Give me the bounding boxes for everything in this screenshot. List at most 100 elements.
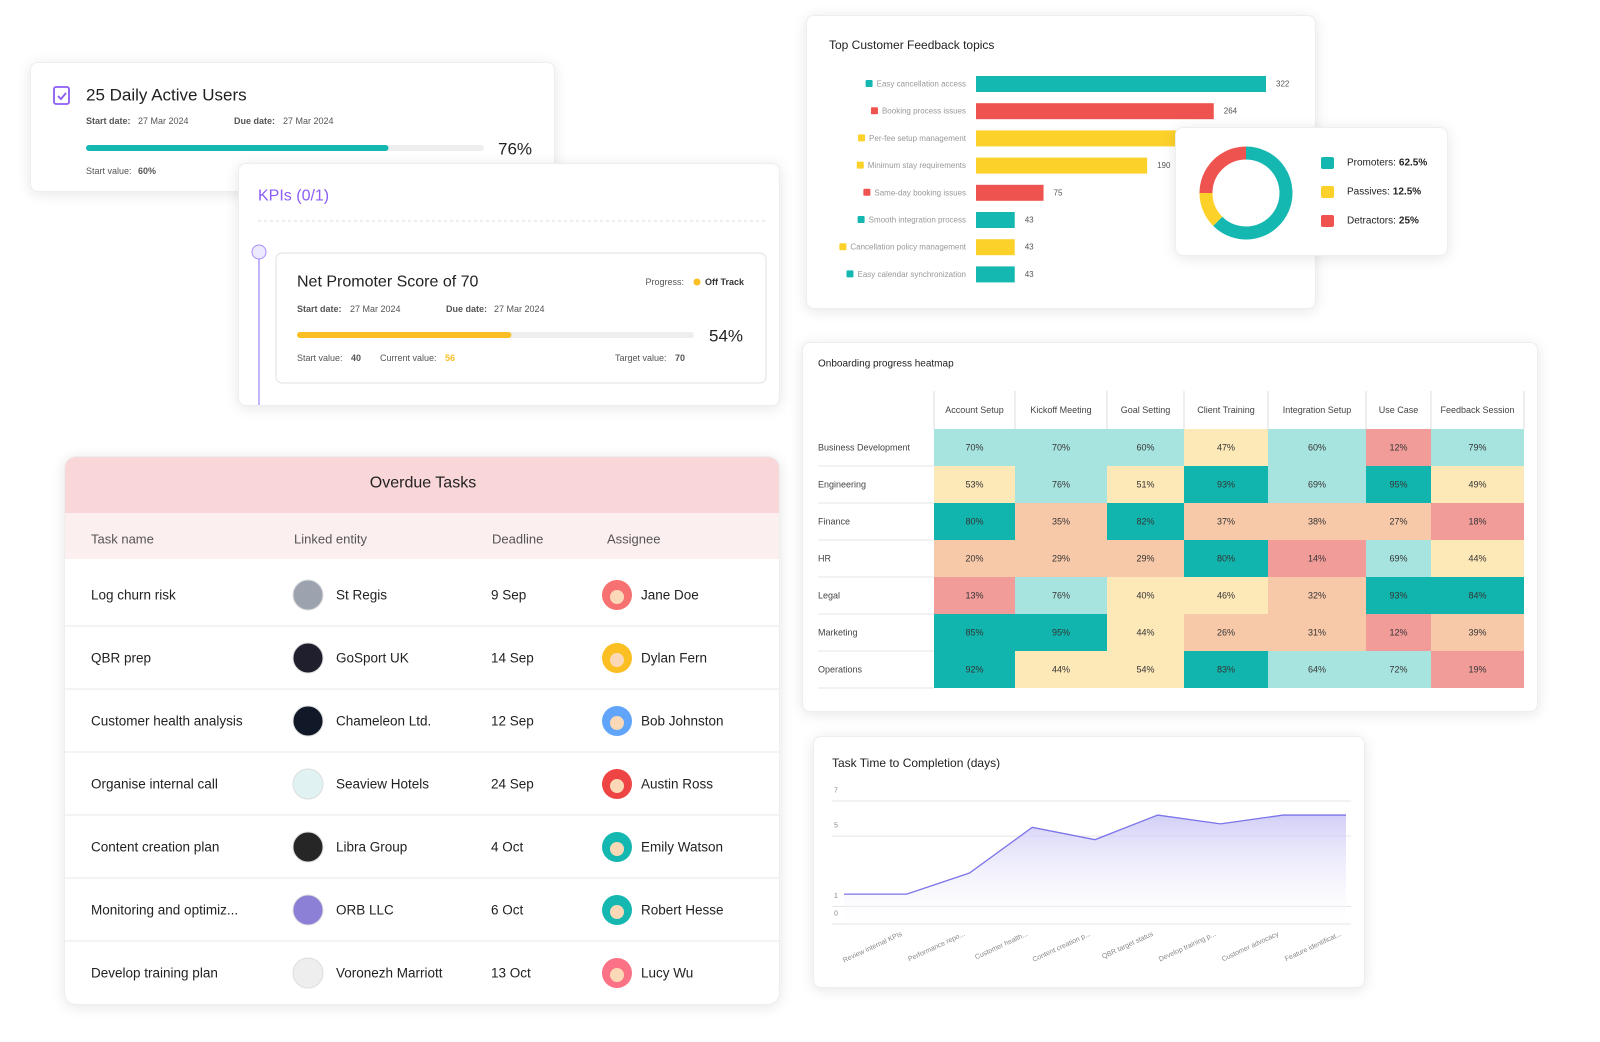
heat-cell <box>1366 466 1431 503</box>
entity-logo <box>292 705 324 737</box>
bar-value: 190 <box>1157 161 1171 170</box>
cell-label: 80% <box>1217 554 1235 564</box>
donut-slice <box>1213 146 1293 240</box>
heat-cell <box>1431 429 1524 466</box>
bar-icon <box>865 80 873 87</box>
heat-cell <box>1366 540 1431 577</box>
cell-label: 60% <box>1308 443 1326 453</box>
heat-cell <box>1431 466 1524 503</box>
heat-cell <box>1107 614 1184 651</box>
bar <box>976 212 1015 228</box>
table-cell: Develop training plan <box>91 966 218 981</box>
column-header: Task name <box>91 532 154 547</box>
table-cell: Content creation plan <box>91 840 219 855</box>
x-tick-label: QBR target status <box>1101 931 1155 961</box>
table-cell: Monitoring and optimiz... <box>91 903 238 918</box>
target-value: 70 <box>675 353 685 363</box>
cell-label: 53% <box>965 480 983 490</box>
cell-label: 13% <box>965 591 983 601</box>
kpi-group-canvas: KPIs (0/1) Net Promoter Score of 70 Progre… <box>251 188 767 405</box>
heat-cell <box>1431 614 1524 651</box>
heat-cell <box>1184 614 1268 651</box>
heat-cell <box>1366 614 1431 651</box>
bar-label: Smooth integration process <box>869 216 966 225</box>
table-cell: Organise internal call <box>91 777 218 792</box>
heat-cell <box>934 577 1015 614</box>
x-tick-label: Customer advocacy <box>1221 931 1280 964</box>
cell-label: 85% <box>965 628 983 638</box>
cell-label: 47% <box>1217 443 1235 453</box>
line-chart: Task Time to Completion (days) 0 1 5 7 Review… <box>832 756 1351 964</box>
start-value: 60% <box>138 166 156 176</box>
table: Overdue Tasks Task name Linked entity Deadl… <box>65 457 779 989</box>
donut-slice <box>1199 192 1223 226</box>
heat-cell <box>1184 429 1268 466</box>
x-tick-label: Performance repo... <box>907 931 966 964</box>
cell-label: 79% <box>1468 443 1486 453</box>
column-label: Feedback Session <box>1440 405 1514 415</box>
cell-label: 49% <box>1468 480 1486 490</box>
legend-swatch <box>1321 186 1334 198</box>
chart-title: Top Customer Feedback topics <box>829 38 994 52</box>
entity-logo <box>292 831 324 863</box>
table-header-bar <box>65 513 779 559</box>
heat-cell <box>1184 503 1268 540</box>
kpi-card-canvas: 25 Daily Active Users Start date: 27 Mar 2… <box>53 86 532 176</box>
x-tick-label: Develop training p... <box>1158 931 1217 964</box>
assignee-face <box>610 653 624 667</box>
feedback-chart: Top Customer Feedback topics Easy cancell… <box>829 38 1290 283</box>
cell-label: 38% <box>1308 517 1326 527</box>
row-label: HR <box>818 554 831 564</box>
column-label: Integration Setup <box>1283 405 1352 415</box>
heat-cell <box>934 429 1015 466</box>
row-label: Legal <box>818 591 840 601</box>
start-value: 40 <box>351 353 361 363</box>
heat-cell <box>1431 540 1524 577</box>
cell-label: 70% <box>1052 443 1070 453</box>
bar <box>976 157 1148 174</box>
bar-value: 43 <box>1025 243 1034 252</box>
cell-label: 37% <box>1217 517 1235 527</box>
heat-cell <box>1268 503 1366 540</box>
cell-label: 20% <box>965 554 983 564</box>
cell-label: 18% <box>1468 517 1486 527</box>
table-card: Overdue Tasks Task name Linked entity Deadl… <box>64 456 780 1005</box>
donut-chart: Promoters: 62.5% Passives: 12.5% Detractors:… <box>1199 146 1427 240</box>
bar <box>976 266 1015 283</box>
table-cell: 9 Sep <box>491 588 526 603</box>
table-cell: Emily Watson <box>641 840 723 855</box>
heat-cell <box>1015 429 1107 466</box>
heat-cell <box>1107 429 1184 466</box>
cell-label: 93% <box>1217 480 1235 490</box>
heat-cell <box>1268 429 1366 466</box>
table-title: Overdue Tasks <box>370 475 476 492</box>
cell-label: 27% <box>1389 517 1407 527</box>
cell-label: 76% <box>1052 591 1070 601</box>
bar-label: Cancellation policy management <box>850 243 966 252</box>
cell-label: 76% <box>1052 480 1070 490</box>
status-dot <box>693 278 701 286</box>
target-icon <box>251 244 267 260</box>
heatmap-chart: Onboarding progress heatmap Account Setup… <box>818 359 1525 689</box>
table-cell: Libra Group <box>336 840 407 855</box>
heatmap-card: Onboarding progress heatmap Account Setup… <box>802 342 1538 712</box>
table-cell: 14 Sep <box>491 651 534 666</box>
heat-cell <box>1015 540 1107 577</box>
kpi-box <box>275 252 767 384</box>
assignee-face <box>610 905 624 919</box>
donut-slice <box>1199 146 1247 194</box>
line-area <box>844 815 1346 924</box>
table-cell: 12 Sep <box>491 714 534 729</box>
column-header: Assignee <box>607 532 660 547</box>
cell-label: 51% <box>1136 480 1154 490</box>
start-value-label: Start value: <box>297 353 343 363</box>
column-label: Kickoff Meeting <box>1030 405 1091 415</box>
line <box>844 814 1346 895</box>
table-cell: Customer health analysis <box>91 714 243 729</box>
start-date-label: Start date: <box>86 116 131 126</box>
row-label: Engineering <box>818 480 866 490</box>
table-cell: Bob Johnston <box>641 714 724 729</box>
heat-cell <box>1107 466 1184 503</box>
bar <box>976 239 1015 256</box>
bar-value: 264 <box>1224 107 1238 116</box>
